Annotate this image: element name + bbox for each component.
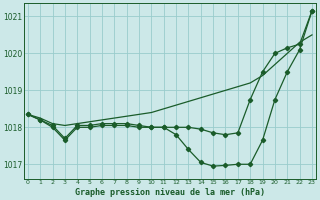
X-axis label: Graphe pression niveau de la mer (hPa): Graphe pression niveau de la mer (hPa) xyxy=(75,188,265,197)
